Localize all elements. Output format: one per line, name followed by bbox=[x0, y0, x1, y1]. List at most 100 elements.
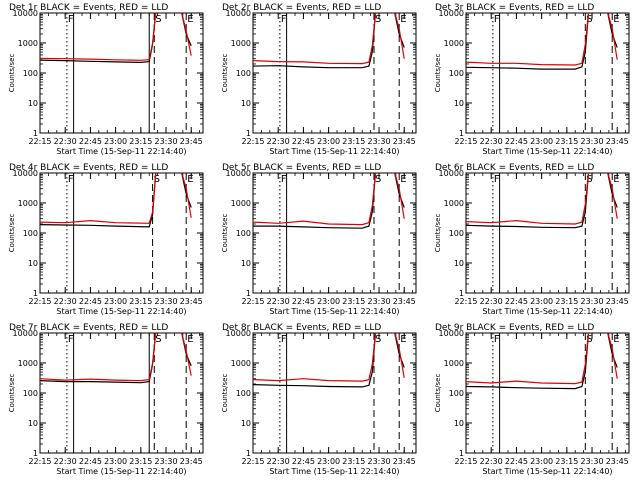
time-marker-label: F bbox=[281, 14, 287, 25]
x-tick-label: 23:15 bbox=[342, 297, 365, 306]
x-axis-label: Start Time (15-Sep-11 22:14:40) bbox=[482, 467, 612, 476]
x-tick-label: 22:15 bbox=[454, 457, 477, 466]
y-tick-label: 100 bbox=[236, 389, 251, 398]
y-tick-label: 1 bbox=[33, 129, 38, 138]
x-tick-label: 23:00 bbox=[317, 457, 340, 466]
chart-svg: Det 4r BLACK = Events, RED = LLD 1 10 100 10… bbox=[8, 163, 204, 316]
x-tick-label: 23:30 bbox=[154, 457, 177, 466]
y-tick-label: 10 bbox=[241, 99, 251, 108]
x-tick-label: 23:00 bbox=[530, 137, 553, 146]
y-tick-label: 1000 bbox=[444, 39, 464, 48]
plot-frame bbox=[465, 332, 630, 454]
x-tick-label: 23:45 bbox=[180, 457, 203, 466]
time-marker-label: E bbox=[187, 14, 193, 25]
x-axis-label: Start Time (15-Sep-11 22:14:40) bbox=[56, 307, 186, 316]
y-tick-label: 100 bbox=[236, 69, 251, 78]
x-tick-label: 22:30 bbox=[54, 297, 77, 306]
x-tick-label: 22:30 bbox=[267, 137, 290, 146]
time-marker-label: E bbox=[400, 14, 406, 25]
y-tick-label: 1 bbox=[33, 289, 38, 298]
x-tick-label: 23:45 bbox=[606, 137, 629, 146]
x-tick-label: 23:30 bbox=[154, 137, 177, 146]
chart-panel-3: Det 3r BLACK = Events, RED = LLD 1 10 100 10… bbox=[426, 0, 639, 160]
x-tick-label: 23:00 bbox=[317, 297, 340, 306]
x-tick-label: 22:15 bbox=[28, 137, 51, 146]
x-tick-label: 22:30 bbox=[267, 457, 290, 466]
x-tick-label: 23:00 bbox=[317, 137, 340, 146]
chart-title: Det 5r BLACK = Events, RED = LLD bbox=[222, 163, 381, 173]
time-marker-label: F bbox=[68, 174, 74, 185]
y-tick-label: 100 bbox=[449, 229, 464, 238]
plot-frame bbox=[252, 12, 417, 134]
x-tick-label: 22:45 bbox=[505, 297, 528, 306]
x-tick-label: 23:00 bbox=[530, 297, 553, 306]
y-tick-label: 100 bbox=[23, 69, 38, 78]
time-marker-label: S bbox=[154, 174, 160, 185]
y-axis-label: Counts/sec bbox=[434, 214, 442, 253]
plot-frame bbox=[39, 172, 204, 294]
x-axis-label: Start Time (15-Sep-11 22:14:40) bbox=[482, 307, 612, 316]
chart-svg: Det 5r BLACK = Events, RED = LLD 1 10 100 10… bbox=[221, 163, 417, 316]
chart-title: Det 4r BLACK = Events, RED = LLD bbox=[9, 163, 168, 173]
x-tick-label: 22:15 bbox=[28, 457, 51, 466]
x-tick-label: 23:15 bbox=[342, 137, 365, 146]
events-series-line bbox=[253, 13, 405, 69]
x-tick-label: 22:15 bbox=[241, 137, 264, 146]
x-tick-label: 22:45 bbox=[292, 457, 315, 466]
time-marker-label: F bbox=[494, 174, 500, 185]
x-tick-label: 23:15 bbox=[555, 137, 578, 146]
time-marker-label: E bbox=[613, 14, 619, 25]
x-tick-label: 23:45 bbox=[393, 137, 416, 146]
x-tick-label: 22:45 bbox=[505, 457, 528, 466]
y-tick-label: 1000 bbox=[231, 359, 251, 368]
chart-title: Det 9r BLACK = Events, RED = LLD bbox=[435, 323, 594, 333]
events-series-line bbox=[466, 333, 618, 390]
x-tick-label: 22:15 bbox=[454, 137, 477, 146]
y-tick-label: 1 bbox=[459, 129, 464, 138]
x-tick-label: 22:30 bbox=[480, 137, 503, 146]
x-tick-label: 22:45 bbox=[79, 457, 102, 466]
x-tick-label: 22:30 bbox=[54, 457, 77, 466]
y-axis-label: Counts/sec bbox=[8, 374, 16, 413]
y-tick-label: 1 bbox=[246, 449, 251, 458]
y-axis-label: Counts/sec bbox=[221, 214, 229, 253]
y-tick-label: 10 bbox=[28, 259, 38, 268]
time-marker-label: F bbox=[281, 334, 287, 345]
time-marker-label: S bbox=[375, 334, 381, 345]
y-tick-label: 1000 bbox=[444, 359, 464, 368]
chart-svg: Det 7r BLACK = Events, RED = LLD 1 10 100 10… bbox=[8, 323, 204, 476]
time-marker-label: E bbox=[400, 334, 406, 345]
x-tick-label: 22:15 bbox=[241, 457, 264, 466]
y-tick-label: 10 bbox=[454, 259, 464, 268]
y-tick-label: 1000 bbox=[231, 199, 251, 208]
events-series-line bbox=[253, 333, 405, 388]
plot-frame bbox=[465, 172, 630, 294]
chart-panel-5: Det 5r BLACK = Events, RED = LLD 1 10 100 10… bbox=[213, 160, 426, 320]
x-tick-label: 23:15 bbox=[129, 297, 152, 306]
x-tick-label: 22:30 bbox=[480, 297, 503, 306]
y-tick-label: 10000 bbox=[439, 9, 464, 18]
chart-svg: Det 9r BLACK = Events, RED = LLD 1 10 100 10… bbox=[434, 323, 630, 476]
x-tick-label: 22:30 bbox=[267, 297, 290, 306]
x-tick-label: 23:45 bbox=[393, 457, 416, 466]
time-marker-label: S bbox=[586, 334, 592, 345]
lld-series-line bbox=[253, 333, 405, 382]
chart-panel-6: Det 6r BLACK = Events, RED = LLD 1 10 100 10… bbox=[426, 160, 639, 320]
y-tick-label: 10000 bbox=[13, 329, 38, 338]
y-tick-label: 1 bbox=[459, 289, 464, 298]
lld-series-line bbox=[466, 333, 618, 385]
y-tick-label: 10 bbox=[241, 259, 251, 268]
time-marker-label: F bbox=[281, 174, 287, 185]
time-marker-label: E bbox=[187, 334, 193, 345]
x-axis-label: Start Time (15-Sep-11 22:14:40) bbox=[482, 147, 612, 156]
y-tick-label: 1000 bbox=[18, 359, 38, 368]
x-tick-label: 23:15 bbox=[555, 457, 578, 466]
plot-frame bbox=[465, 12, 630, 134]
x-tick-label: 23:00 bbox=[530, 457, 553, 466]
x-tick-label: 23:45 bbox=[606, 297, 629, 306]
x-tick-label: 23:30 bbox=[154, 297, 177, 306]
x-axis-label: Start Time (15-Sep-11 22:14:40) bbox=[56, 467, 186, 476]
y-tick-label: 10000 bbox=[439, 169, 464, 178]
time-marker-label: S bbox=[375, 174, 381, 185]
y-axis-label: Counts/sec bbox=[221, 374, 229, 413]
